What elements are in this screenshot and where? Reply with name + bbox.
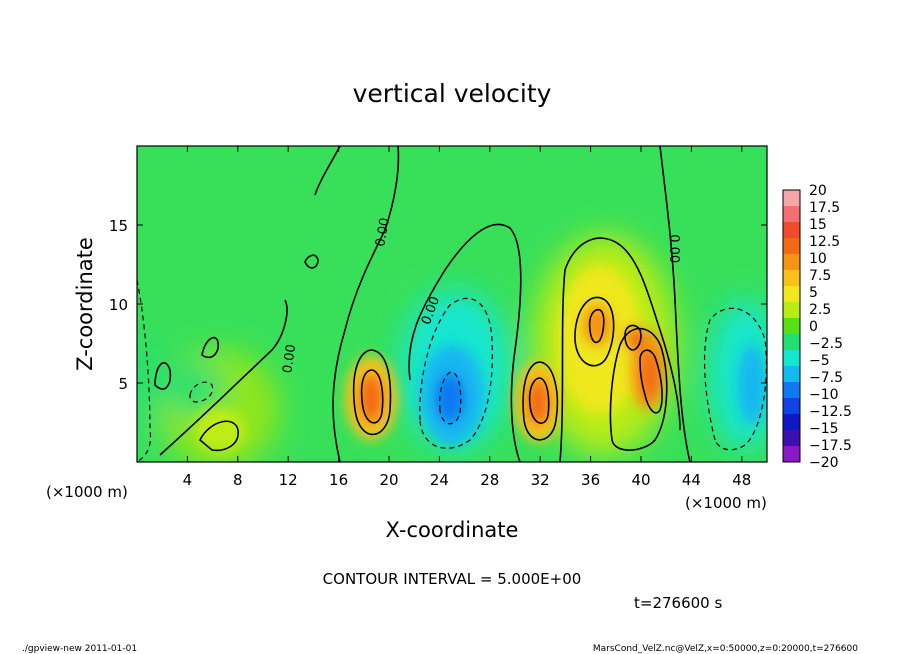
colorbar-swatch <box>783 254 800 271</box>
colorbar-swatch <box>783 334 800 351</box>
colorbar-swatch <box>783 286 800 303</box>
colorbar-label: 0 <box>809 319 818 335</box>
colorbar-swatch <box>783 366 800 383</box>
contour-neg-24-outer <box>419 297 493 449</box>
colorbar-label: 20 <box>809 183 827 199</box>
colorbar-swatch <box>783 270 800 287</box>
contours-negative <box>137 279 767 462</box>
cool-region-4 <box>165 365 225 415</box>
contour-ten-20 <box>360 369 384 424</box>
colorbar-label: −10 <box>809 387 839 403</box>
colorbar-swatch <box>783 238 800 255</box>
x-axis-label: X-coordinate <box>386 518 519 542</box>
contour-zero-plume <box>408 223 522 462</box>
contour-zero-tall <box>559 237 681 462</box>
downdraft-48 <box>738 345 766 425</box>
colorbar-label: 15 <box>809 217 827 233</box>
y-tick-label: 15 <box>109 217 128 235</box>
x-axis: 4 8 12 16 20 24 28 32 36 40 44 48 <box>183 146 751 489</box>
updraft-40-core <box>641 350 659 400</box>
x-unit-left: (×1000 m) <box>46 483 128 501</box>
contour-label: 0.00 <box>280 343 299 374</box>
contour-zero-east <box>659 146 691 462</box>
contour-ten-39 <box>624 324 642 351</box>
y-tick-label: 5 <box>118 375 128 393</box>
x-tick-label: 44 <box>682 471 701 489</box>
y-axis-label: Z-coordinate <box>73 237 97 371</box>
colorbar-label: 5 <box>809 285 818 301</box>
colorbar: 2017.51512.5107.552.50−2.5−5−7.5−10−12.5… <box>782 183 852 471</box>
footer-right: MarsCond_VelZ.nc@VelZ,x=0:50000,z=0:2000… <box>593 644 858 654</box>
colorbar-swatch <box>783 350 800 367</box>
colorbar-swatch <box>783 190 800 207</box>
contour-zero-west <box>159 299 288 456</box>
x-tick-label: 8 <box>233 471 243 489</box>
colorbar-label: 2.5 <box>809 302 831 318</box>
contour-label: 0.00 <box>373 217 393 248</box>
colorbar-label: 10 <box>809 251 827 267</box>
colorbar-label: −5 <box>809 353 830 369</box>
contours <box>154 146 691 462</box>
colorbar-swatch <box>783 302 800 319</box>
contour-interval: CONTOUR INTERVAL = 5.000E+00 <box>323 570 582 588</box>
x-tick-label: 48 <box>732 471 751 489</box>
x-tick-label: 16 <box>329 471 348 489</box>
colorbar-swatch <box>783 446 800 463</box>
x-tick-label: 20 <box>379 471 398 489</box>
contour-small-blob <box>304 254 319 269</box>
x-tick-label: 32 <box>531 471 550 489</box>
x-tick-label: 36 <box>581 471 600 489</box>
contour-neg-24-inner <box>439 371 462 425</box>
contour-ten-37 <box>588 308 605 344</box>
time-stamp: t=276600 s <box>634 594 722 612</box>
west-edge-cool <box>137 340 160 440</box>
colorbar-swatch <box>783 398 800 415</box>
contour-neg-edge <box>137 279 152 462</box>
colorbar-swatch <box>783 382 800 399</box>
x-tick-label: 40 <box>631 471 650 489</box>
x-tick-label: 12 <box>279 471 298 489</box>
colorbar-label: 12.5 <box>809 234 840 250</box>
warm-core-west <box>195 408 245 452</box>
contour-neg-48 <box>703 307 767 451</box>
contour-five-37 <box>574 296 615 367</box>
contour-ten-32 <box>528 377 550 424</box>
colorbar-frame <box>782 189 801 463</box>
x-tick-label: 28 <box>480 471 499 489</box>
colorbar-label: −20 <box>809 455 839 471</box>
contour-zero-main <box>332 146 400 462</box>
x-tick-label: 24 <box>430 471 449 489</box>
plot-area <box>137 146 767 462</box>
contour-five-east <box>609 327 668 451</box>
colorbar-label: 17.5 <box>809 200 840 216</box>
colorbar-swatch <box>783 318 800 335</box>
contour-five-west <box>199 420 239 452</box>
colorbar-swatch <box>783 430 800 447</box>
x-unit-right: (×1000 m) <box>685 494 767 512</box>
downdraft-24-core <box>435 373 465 423</box>
contour-small-blob-2 <box>201 336 220 359</box>
colorbar-label: −2.5 <box>809 336 843 352</box>
colorbar-swatch <box>783 222 800 239</box>
colorbar-label: −15 <box>809 421 839 437</box>
colorbar-label: −7.5 <box>809 370 843 386</box>
contour-five-32 <box>522 361 559 441</box>
y-axis: 5 10 15 <box>109 217 767 393</box>
colorbar-label: −12.5 <box>809 404 852 420</box>
updraft-37 <box>581 303 613 347</box>
colorbar-swatch <box>783 206 800 223</box>
chart-title: vertical velocity <box>353 79 552 108</box>
contour-zero-north <box>314 146 341 196</box>
contour-five-20 <box>352 349 392 436</box>
contour-ten-40 <box>639 349 663 414</box>
colorbar-label: −17.5 <box>809 438 852 454</box>
contour-label: 0.00 <box>666 234 681 263</box>
colorbar-swatch <box>783 414 800 431</box>
x-tick-label: 4 <box>183 471 193 489</box>
y-tick-label: 10 <box>109 296 128 314</box>
footer-left: ./gpview-new 2011-01-01 <box>22 644 137 654</box>
contour-small-blob-3 <box>154 362 172 390</box>
colorbar-label: 7.5 <box>809 268 831 284</box>
